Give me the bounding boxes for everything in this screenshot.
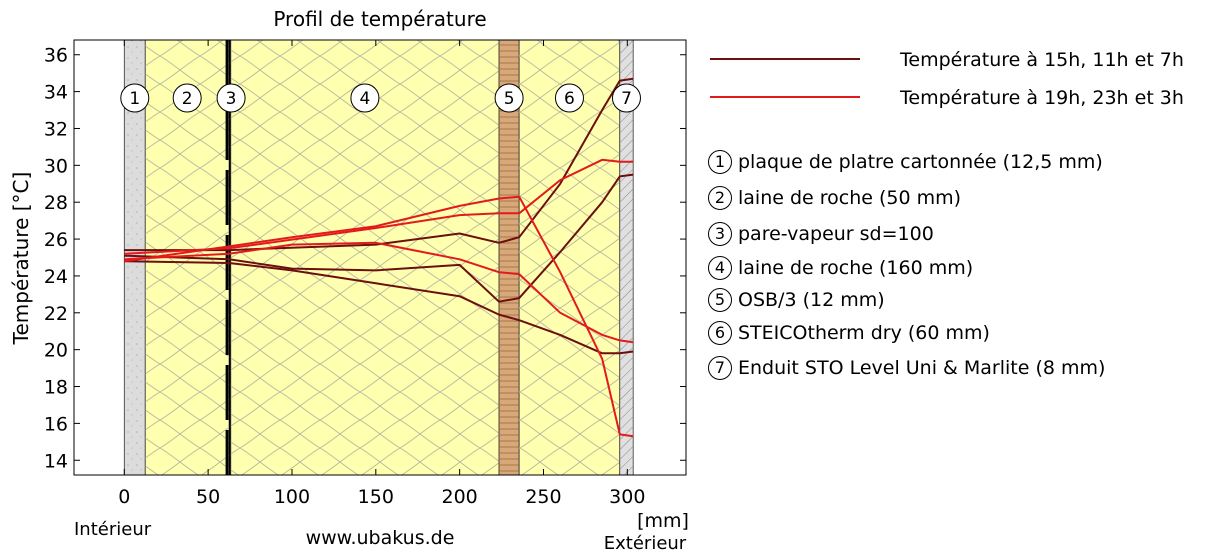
y-tick-label: 24 — [44, 266, 68, 288]
exterior-label: Extérieur — [604, 533, 687, 551]
y-tick-label: 28 — [44, 192, 68, 214]
layer-number-badge: 5 — [708, 288, 732, 312]
series-0-line-0 — [124, 77, 634, 252]
series-0-line-1 — [124, 173, 634, 303]
layer-item-label: plaque de platre cartonnée (12,5 mm) — [738, 151, 1103, 173]
layer-marker-label-2: 2 — [182, 89, 193, 109]
plot-frame — [73, 39, 687, 476]
series-1-line-1 — [124, 241, 634, 344]
x-tick-label: 100 — [274, 486, 310, 508]
y-axis-label: Température [°C] — [9, 172, 33, 346]
layer-item-4: 4 laine de roche (160 mm) — [708, 256, 973, 280]
series-1-line-2 — [124, 195, 634, 438]
y-tick-label: 30 — [44, 155, 68, 177]
layer-item-label: laine de roche (50 mm) — [738, 187, 962, 209]
layer-marker-2 — [172, 83, 202, 113]
y-tick-label: 34 — [44, 82, 68, 104]
layer-marker-label-6: 6 — [564, 89, 575, 109]
layer-item-6: 6 STEICOtherm dry (60 mm) — [708, 321, 990, 345]
x-tick-label: 0 — [118, 486, 130, 508]
x-tick-label: 50 — [196, 486, 220, 508]
x-axis-unit: [mm] — [637, 510, 689, 532]
y-tick-label: 18 — [44, 377, 68, 399]
layer-item-7: 7 Enduit STO Level Uni & Marlite (8 mm) — [708, 356, 1105, 380]
x-axis-ticks: 0 50 100 150 200 250 300 — [118, 40, 645, 508]
layer-pattern-5 — [499, 40, 520, 475]
layer-marker-3 — [216, 83, 246, 113]
layer-marker-7 — [611, 83, 641, 113]
layer-marker-label-3: 3 — [226, 89, 237, 109]
y-tick-label: 26 — [44, 229, 68, 251]
layer-number-badge: 2 — [708, 186, 732, 210]
layer-marker-label-1: 1 — [129, 89, 140, 109]
y-tick-label: 14 — [44, 450, 68, 472]
x-tick-label: 250 — [525, 486, 561, 508]
series-1-line-0 — [124, 158, 634, 255]
legend-label-night: Température à 19h, 23h et 3h — [899, 87, 1184, 109]
layer-number-badge: 1 — [708, 150, 732, 174]
legend-label-day: Température à 15h, 11h et 7h — [899, 49, 1184, 71]
x-tick-label: 300 — [609, 486, 645, 508]
source-url: www.ubakus.de — [306, 527, 455, 549]
x-tick-label: 200 — [442, 486, 478, 508]
layer-marker-1 — [120, 83, 150, 113]
layer-number-badge: 6 — [708, 321, 732, 345]
layer-item-label: STEICOtherm dry (60 mm) — [738, 322, 990, 344]
layer-markers-group: 1 2 3 4 5 6 7 — [120, 83, 641, 113]
chart-title: Profil de température — [273, 7, 486, 31]
layer-item-5: 5 OSB/3 (12 mm) — [708, 288, 885, 312]
layer-marker-6 — [554, 83, 584, 113]
layer-marker-label-7: 7 — [621, 89, 632, 109]
y-tick-label: 32 — [44, 118, 68, 140]
layer-item-1: 1 plaque de platre cartonnée (12,5 mm) — [708, 150, 1103, 174]
series-lines-group — [124, 77, 634, 438]
y-tick-label: 20 — [44, 340, 68, 362]
layer-item-2: 2 laine de roche (50 mm) — [708, 186, 961, 210]
layer-marker-label-4: 4 — [359, 89, 370, 109]
layer-number-badge: 4 — [708, 256, 732, 280]
layer-pattern-1 — [124, 40, 146, 475]
layer-item-label: OSB/3 (12 mm) — [738, 289, 885, 311]
layer-item-label: laine de roche (160 mm) — [738, 257, 974, 279]
layer-item-3: 3 pare-vapeur sd=100 — [708, 222, 934, 246]
y-tick-label: 16 — [44, 413, 68, 435]
x-tick-label: 150 — [358, 486, 394, 508]
y-tick-label: 36 — [44, 45, 68, 67]
layer-number-badge: 3 — [708, 222, 732, 246]
layer-marker-5 — [494, 83, 524, 113]
layer-item-label: pare-vapeur sd=100 — [738, 223, 934, 245]
layer-item-label: Enduit STO Level Uni & Marlite (8 mm) — [738, 357, 1106, 379]
series-0-line-2 — [124, 260, 634, 355]
legend: Température à 15h, 11h et 7h Température… — [710, 49, 1184, 109]
interior-label: Intérieur — [74, 519, 152, 540]
layer-marker-label-5: 5 — [504, 89, 515, 109]
y-tick-label: 22 — [44, 303, 68, 325]
layer-pattern-7 — [619, 40, 634, 475]
layer-number-badge: 7 — [708, 356, 732, 380]
layer-marker-4 — [350, 83, 380, 113]
